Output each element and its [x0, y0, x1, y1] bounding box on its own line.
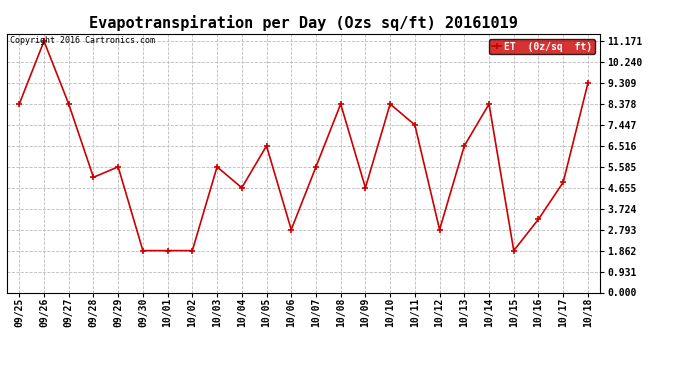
ET  (0z/sq  ft)	[237, 186, 246, 190]
ET  (0z/sq  ft)	[337, 102, 345, 106]
ET  (0z/sq  ft)	[460, 144, 469, 148]
ET  (0z/sq  ft)	[15, 102, 23, 106]
ET  (0z/sq  ft)	[534, 217, 542, 222]
Line: ET  (0z/sq  ft): ET (0z/sq ft)	[16, 38, 591, 254]
ET  (0z/sq  ft)	[188, 248, 197, 253]
ET  (0z/sq  ft)	[386, 102, 394, 106]
Text: Copyright 2016 Cartronics.com: Copyright 2016 Cartronics.com	[10, 36, 155, 45]
ET  (0z/sq  ft)	[485, 102, 493, 106]
ET  (0z/sq  ft)	[89, 175, 97, 180]
ET  (0z/sq  ft)	[312, 165, 320, 169]
ET  (0z/sq  ft)	[164, 248, 172, 253]
ET  (0z/sq  ft)	[510, 248, 518, 253]
ET  (0z/sq  ft)	[411, 123, 419, 127]
ET  (0z/sq  ft)	[362, 186, 370, 190]
ET  (0z/sq  ft)	[114, 165, 122, 169]
Legend: ET  (0z/sq  ft): ET (0z/sq ft)	[489, 39, 595, 54]
ET  (0z/sq  ft)	[584, 81, 592, 85]
ET  (0z/sq  ft)	[559, 180, 567, 184]
ET  (0z/sq  ft)	[40, 39, 48, 44]
ET  (0z/sq  ft)	[287, 227, 295, 232]
ET  (0z/sq  ft)	[65, 102, 73, 106]
ET  (0z/sq  ft)	[213, 165, 221, 169]
ET  (0z/sq  ft)	[435, 227, 444, 232]
Title: Evapotranspiration per Day (Ozs sq/ft) 20161019: Evapotranspiration per Day (Ozs sq/ft) 2…	[89, 15, 518, 31]
ET  (0z/sq  ft)	[139, 248, 147, 253]
ET  (0z/sq  ft)	[262, 144, 270, 148]
